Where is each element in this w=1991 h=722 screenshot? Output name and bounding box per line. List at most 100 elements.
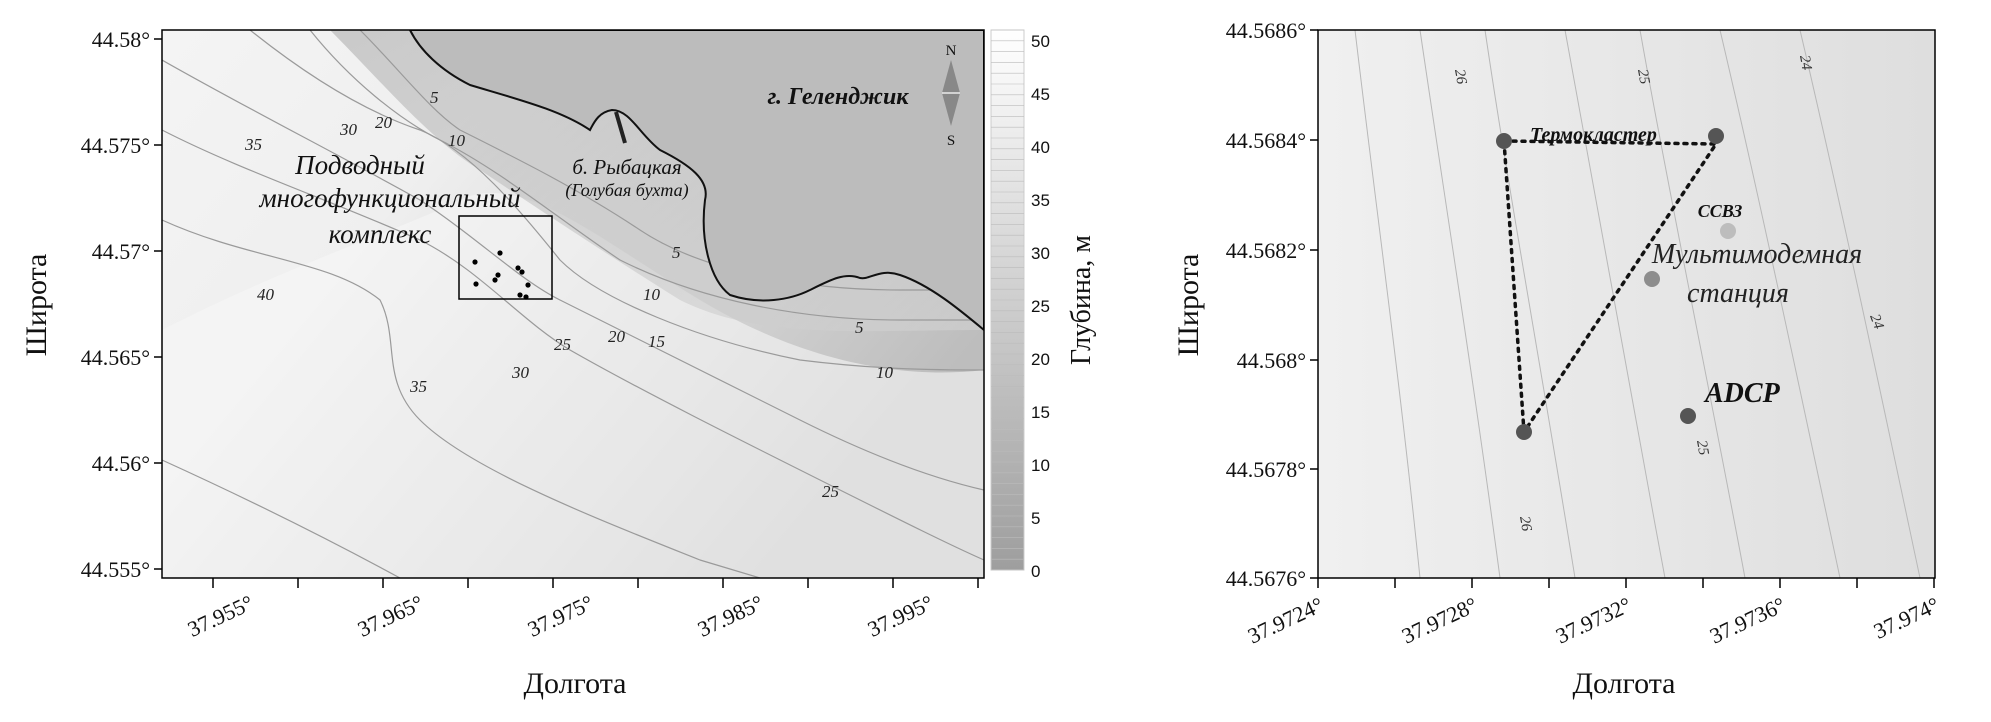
- colorbar-tick-label: 30: [1031, 244, 1050, 263]
- right-map: 26 25 24 24 25 26 Термокластер ССВЗ Муль…: [1172, 18, 1943, 700]
- y-tick-label: 44.57°: [92, 239, 150, 264]
- right-y-axis-title: Широта: [1172, 254, 1205, 357]
- y-tick-label: 44.565°: [81, 345, 150, 370]
- contour-label: 25: [554, 335, 571, 354]
- colorbar-tick-label: 35: [1031, 191, 1050, 210]
- contour-line: [309, 30, 984, 321]
- left-map-plot-area: [162, 30, 984, 578]
- contour-label: 26: [1451, 68, 1469, 86]
- left-y-axis-title: Широта: [20, 254, 53, 357]
- contour-value-labels: 26 25 24 24 25 26: [1451, 54, 1887, 533]
- y-tick-label: 44.568°: [1237, 348, 1306, 373]
- y-tick-label: 44.5682°: [1226, 238, 1306, 263]
- contour-lines: [1354, 30, 1921, 578]
- left-x-axis-title: Долгота: [524, 667, 627, 700]
- x-tick-label: 37.9736°: [1706, 592, 1789, 649]
- colorbar-tick-label: 20: [1031, 350, 1050, 369]
- contour-label: 15: [648, 332, 665, 351]
- y-tick-label: 44.58°: [92, 27, 150, 52]
- thermocluster-node: [1516, 424, 1532, 440]
- x-tick-label: 37.995°: [864, 590, 937, 642]
- x-tick-label: 37.965°: [354, 590, 427, 642]
- colorbar-title: Глубина, м: [1066, 235, 1097, 365]
- thermocluster-label: Термокластер: [1530, 124, 1657, 146]
- bay-sublabel: (Голубая бухта): [565, 180, 688, 201]
- thermocluster-node: [1708, 128, 1724, 144]
- x-tick-label: 37.974°: [1870, 592, 1943, 644]
- contour-line: [162, 459, 401, 578]
- compass-south: S: [947, 133, 955, 149]
- y-tick-label: 44.575°: [81, 133, 150, 158]
- contour-label: 20: [375, 113, 393, 132]
- left-x-axis: 37.955° 37.965° 37.975° 37.985° 37.995°: [184, 578, 979, 642]
- x-tick-label: 37.9728°: [1398, 592, 1481, 649]
- contour-label: 25: [1634, 68, 1652, 86]
- contour-label: 10: [448, 131, 466, 150]
- contour-label: 20: [608, 327, 626, 346]
- colorbar-tick-label: 10: [1031, 456, 1050, 475]
- contour-label: 10: [643, 285, 661, 304]
- colorbar-tick-label: 15: [1031, 403, 1050, 422]
- adcp-marker: [1680, 408, 1696, 424]
- instrument-point: [517, 292, 523, 298]
- contour-line: [162, 219, 761, 578]
- contour-line: [1799, 30, 1921, 578]
- contour-line: [1354, 30, 1421, 578]
- contour-value-labels: 5 10 20 30 35 40 35 30 25 5 10 20 15 25 …: [244, 88, 894, 501]
- colorbar-stripes: [991, 29, 1024, 571]
- y-tick-label: 44.5684°: [1226, 128, 1306, 153]
- contour-label: 30: [511, 363, 530, 382]
- city-label: г. Геленджик: [768, 84, 910, 110]
- colorbar-tick-label: 0: [1031, 562, 1040, 581]
- station-label-line1: Мультимодемная: [1651, 239, 1862, 270]
- contour-label: 25: [1693, 439, 1711, 457]
- contour-label: 5: [672, 243, 681, 262]
- contour-line: [162, 59, 984, 491]
- contour-line: [1719, 30, 1841, 578]
- y-tick-label: 44.555°: [81, 557, 150, 582]
- left-map: 5 10 20 30 35 40 35 30 25 5 10 20 15 25 …: [20, 27, 1097, 700]
- contour-label: 26: [1516, 515, 1534, 533]
- y-tick-label: 44.5678°: [1226, 457, 1306, 482]
- x-tick-label: 37.9724°: [1244, 592, 1327, 649]
- contour-label: 30: [339, 120, 358, 139]
- complex-label-line3: комплекс: [329, 219, 432, 249]
- compass-north: N: [946, 43, 957, 59]
- contour-label: 35: [409, 377, 427, 396]
- instrument-point: [492, 277, 498, 283]
- instrument-point: [515, 265, 521, 271]
- bathymetry-background: [1318, 30, 1935, 578]
- x-tick-label: 37.9732°: [1552, 592, 1635, 649]
- contour-line: [1639, 30, 1746, 578]
- colorbar-tick-label: 45: [1031, 85, 1050, 104]
- colorbar-tick-label: 40: [1031, 138, 1050, 157]
- contour-label: 5: [855, 318, 864, 337]
- ssvz-marker: [1720, 223, 1736, 239]
- contour-label: 10: [876, 363, 894, 382]
- complex-label-line1: Подводный: [294, 150, 425, 180]
- depth-colorbar: 50 45 40 35 30 25 20 15 10 5 0 Глубина, …: [990, 29, 1097, 581]
- colorbar-tick-label: 25: [1031, 297, 1050, 316]
- instrument-point: [495, 272, 501, 278]
- y-tick-label: 44.5686°: [1226, 18, 1306, 43]
- instrument-points: [472, 250, 531, 300]
- colorbar-tick-label: 5: [1031, 509, 1040, 528]
- right-x-axis-title: Долгота: [1573, 667, 1676, 700]
- x-tick-label: 37.975°: [524, 590, 597, 642]
- adcp-label: ADCP: [1703, 378, 1781, 409]
- contour-label: 25: [822, 482, 839, 501]
- ssvz-label: ССВЗ: [1698, 201, 1743, 221]
- y-tick-label: 44.56°: [92, 451, 150, 476]
- contour-label: 40: [257, 285, 275, 304]
- contour-line: [1484, 30, 1576, 578]
- y-tick-label: 44.5676°: [1226, 566, 1306, 591]
- x-tick-label: 37.985°: [694, 590, 767, 642]
- complex-area-box: [458, 215, 553, 300]
- colorbar-tick-label: 50: [1031, 32, 1050, 51]
- contour-label: 24: [1866, 312, 1886, 332]
- instrument-point: [519, 269, 525, 275]
- contour-label: 35: [244, 135, 262, 154]
- left-map-frame: [161, 29, 985, 579]
- right-y-axis: 44.5686° 44.5684° 44.5682° 44.568° 44.56…: [1226, 18, 1318, 591]
